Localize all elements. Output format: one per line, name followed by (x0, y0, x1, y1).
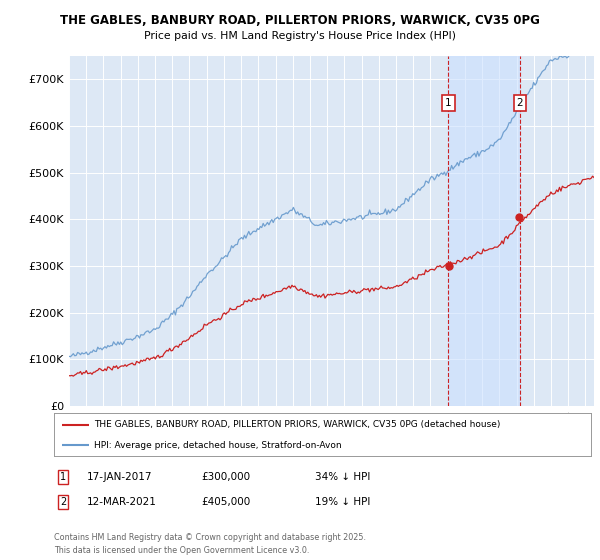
Text: 17-JAN-2017: 17-JAN-2017 (87, 472, 152, 482)
Text: 2: 2 (60, 497, 66, 507)
Text: 19% ↓ HPI: 19% ↓ HPI (315, 497, 370, 507)
Text: 34% ↓ HPI: 34% ↓ HPI (315, 472, 370, 482)
Text: 2: 2 (517, 98, 523, 108)
Text: 12-MAR-2021: 12-MAR-2021 (87, 497, 157, 507)
Text: Price paid vs. HM Land Registry's House Price Index (HPI): Price paid vs. HM Land Registry's House … (144, 31, 456, 41)
Text: THE GABLES, BANBURY ROAD, PILLERTON PRIORS, WARWICK, CV35 0PG (detached house): THE GABLES, BANBURY ROAD, PILLERTON PRIO… (94, 420, 500, 429)
Text: £300,000: £300,000 (201, 472, 250, 482)
Text: 1: 1 (60, 472, 66, 482)
Bar (448, 56, 520, 406)
Text: 1: 1 (445, 98, 452, 108)
Text: HPI: Average price, detached house, Stratford-on-Avon: HPI: Average price, detached house, Stra… (94, 441, 342, 450)
Text: THE GABLES, BANBURY ROAD, PILLERTON PRIORS, WARWICK, CV35 0PG: THE GABLES, BANBURY ROAD, PILLERTON PRIO… (60, 14, 540, 27)
Text: £405,000: £405,000 (201, 497, 250, 507)
Text: Contains HM Land Registry data © Crown copyright and database right 2025.
This d: Contains HM Land Registry data © Crown c… (54, 533, 366, 554)
